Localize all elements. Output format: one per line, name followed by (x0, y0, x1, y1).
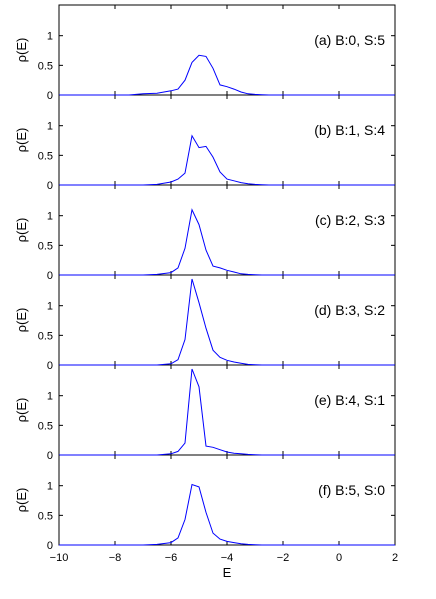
x-tick-label: −6 (165, 552, 178, 564)
panel-d: 0 0.5 1 ρ(E) (d) B:3, S:2 (14, 275, 396, 372)
y-tick-label: 0 (47, 450, 53, 462)
y-axis-label: ρ(E) (14, 308, 29, 333)
y-tick-label: 0 (47, 360, 53, 372)
series-line (59, 368, 395, 456)
panel-label: (c) B:2, S:3 (315, 212, 385, 228)
y-axis-label: ρ(E) (14, 488, 29, 513)
series-line (59, 54, 395, 96)
x-tick-label: 2 (392, 552, 398, 564)
x-tick-label: −10 (50, 552, 69, 564)
x-tick-label: −8 (109, 552, 122, 564)
y-axis-label: ρ(E) (14, 398, 29, 423)
series-line (59, 278, 395, 366)
series-line (59, 483, 395, 546)
panel-label: (f) B:5, S:0 (318, 482, 385, 498)
panel-label: (b) B:1, S:4 (314, 122, 385, 138)
panel-c: 0 0.5 1 ρ(E) (c) B:2, S:3 (14, 185, 396, 282)
y-tick-label: 0.5 (38, 150, 53, 162)
panel-b: 0 0.5 1 ρ(E) (b) B:1, S:4 (14, 95, 396, 192)
x-tick-label: −2 (277, 552, 290, 564)
y-tick-label: 0 (47, 180, 53, 192)
x-tick-label: 0 (336, 552, 342, 564)
y-tick-label: 1 (47, 391, 53, 403)
series-line (59, 134, 395, 186)
y-tick-label: 0.5 (38, 420, 53, 432)
panel-label: (e) B:4, S:1 (314, 392, 385, 408)
y-tick-label: 1 (47, 31, 53, 43)
y-tick-label: 0 (47, 540, 53, 552)
y-tick-label: 0 (47, 270, 53, 282)
y-axis-label: ρ(E) (14, 218, 29, 243)
y-tick-label: 1 (47, 301, 53, 313)
y-tick-label: 0.5 (38, 240, 53, 252)
y-tick-label: 0.5 (38, 60, 53, 72)
x-axis-label: E (223, 565, 232, 580)
panel-f: 0 0.5 1 ρ(E) (f) B:5, S:0 (14, 455, 396, 552)
y-tick-label: 0.5 (38, 330, 53, 342)
y-tick-label: 1 (47, 121, 53, 133)
y-tick-label: 1 (47, 481, 53, 493)
y-axis-label: ρ(E) (14, 128, 29, 153)
panel-a: 0 0.5 1 ρ(E) (a) B:0, S:5 (14, 5, 396, 102)
x-tick-label: −4 (221, 552, 234, 564)
y-tick-label: 0 (47, 90, 53, 102)
panel-label: (a) B:0, S:5 (314, 32, 385, 48)
panel-e: 0 0.5 1 ρ(E) (e) B:4, S:1 (14, 365, 396, 462)
y-tick-label: 0.5 (38, 510, 53, 522)
series-line (59, 208, 395, 276)
panel-label: (d) B:3, S:2 (314, 302, 385, 318)
y-tick-label: 1 (47, 211, 53, 223)
y-axis-label: ρ(E) (14, 38, 29, 63)
